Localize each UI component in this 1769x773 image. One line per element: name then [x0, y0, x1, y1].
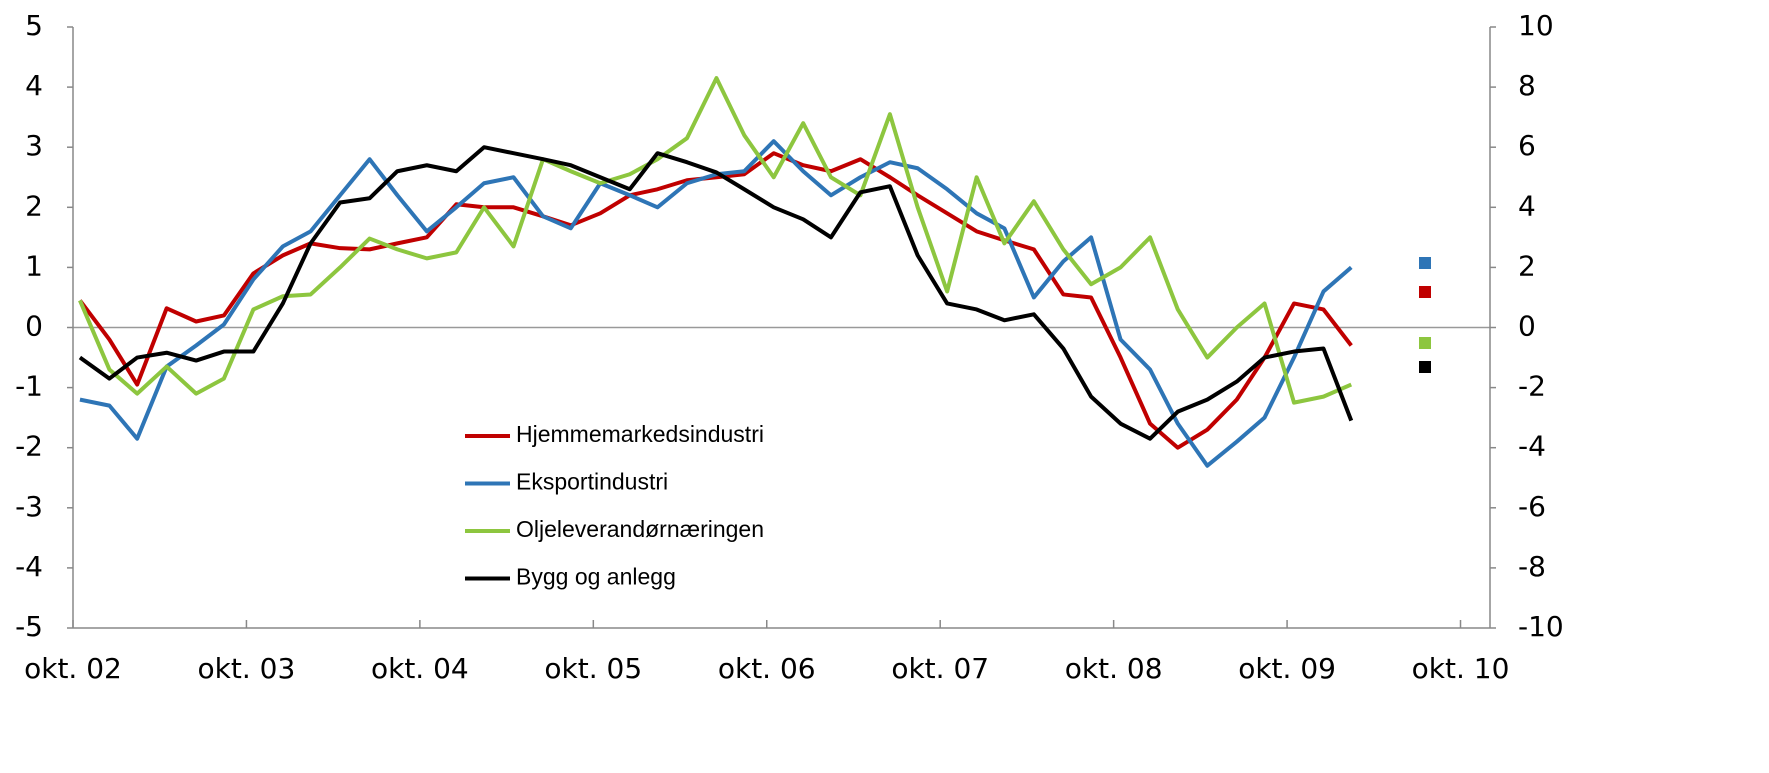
x-tick-label: okt. 07: [891, 652, 989, 685]
series-line: [78, 145, 1354, 441]
y2-tick-label: 8: [1518, 69, 1536, 102]
y2-tick-label: 2: [1518, 249, 1536, 282]
legend-label: Hjemmemarkedsindustri: [516, 421, 764, 447]
y2-tick-label: -6: [1518, 490, 1546, 523]
y-tick-label: 1: [25, 249, 43, 282]
y2-tick-label: -4: [1518, 430, 1546, 463]
y2-tick-label: -2: [1518, 370, 1546, 403]
y-tick-label: 5: [25, 9, 43, 42]
y-tick-label: -4: [15, 550, 43, 583]
y-tick-label: 3: [25, 129, 43, 162]
y2-tick-label: 6: [1518, 129, 1536, 162]
y-tick-label: -5: [15, 610, 43, 643]
y-tick-label: 2: [25, 189, 43, 222]
x-tick-label: okt. 06: [718, 652, 816, 685]
legend-label: Bygg og anlegg: [516, 564, 676, 590]
y-tick-label: 0: [25, 310, 43, 343]
x-tick-label: okt. 02: [24, 652, 122, 685]
legend-marker: [1419, 286, 1431, 298]
y-tick-label: -3: [15, 490, 43, 523]
legend-label: Eksportindustri: [516, 469, 668, 495]
y2-tick-label: -8: [1518, 550, 1546, 583]
x-tick-label: okt. 09: [1238, 652, 1336, 685]
y-tick-label: -1: [15, 370, 43, 403]
series-line: [78, 151, 1353, 450]
y2-tick-label: 10: [1518, 9, 1554, 42]
x-tick-label: okt. 05: [544, 652, 642, 685]
legend-marker: [1419, 257, 1431, 269]
y-tick-label: -2: [15, 430, 43, 463]
y-tick-label: 4: [25, 69, 43, 102]
y2-tick-label: -10: [1518, 610, 1564, 643]
legend-marker: [1419, 361, 1431, 373]
x-tick-label: okt. 04: [371, 652, 469, 685]
x-tick-label: okt. 08: [1065, 652, 1163, 685]
y2-tick-label: 4: [1518, 189, 1536, 222]
legend-marker: [1419, 337, 1431, 349]
x-tick-label: okt. 10: [1412, 652, 1510, 685]
series-line: [78, 76, 1353, 405]
x-tick-label: okt. 03: [198, 652, 296, 685]
y2-tick-label: 0: [1518, 310, 1536, 343]
legend-label: Oljeleverandørnæringen: [516, 516, 764, 542]
